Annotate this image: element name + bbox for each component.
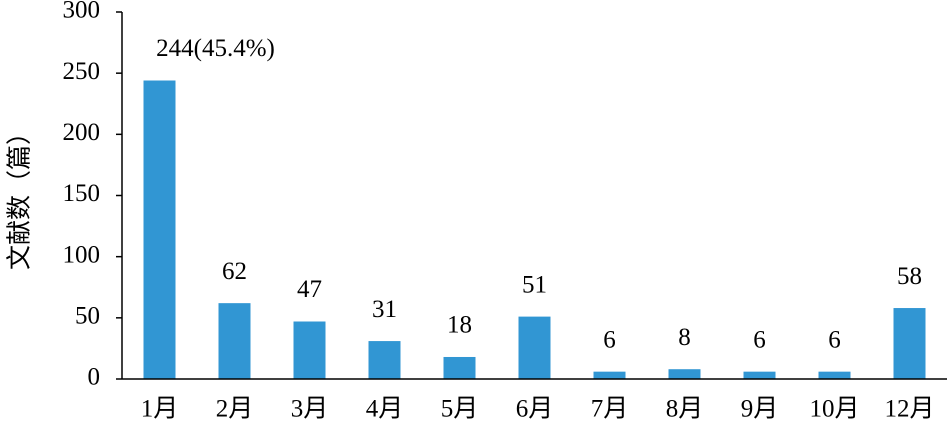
y-tick-label: 0 [88, 364, 101, 391]
bar [818, 371, 851, 379]
value-label: 8 [678, 324, 691, 351]
bar [368, 341, 401, 379]
value-label: 6 [828, 326, 841, 353]
bar [743, 371, 776, 379]
value-label: 244(45.4%) [156, 35, 275, 62]
y-tick-label: 200 [63, 119, 101, 146]
x-tick-label: 3月 [291, 396, 329, 423]
y-axis-label: 文献数（篇） [6, 120, 34, 270]
y-tick-label: 50 [75, 303, 100, 330]
x-tick-label: 4月 [366, 396, 404, 423]
value-label: 58 [897, 263, 922, 290]
x-tick-label: 12月 [884, 396, 934, 423]
x-tick-label: 6月 [516, 396, 554, 423]
bar [443, 356, 476, 379]
value-label: 51 [522, 271, 547, 298]
bar [593, 371, 626, 379]
x-tick-label: 9月 [741, 396, 779, 423]
x-tick-label: 2月 [216, 396, 254, 423]
y-tick-label: 250 [63, 58, 101, 85]
y-tick-label: 100 [63, 241, 101, 268]
bar [218, 303, 251, 379]
x-tick-label: 7月 [591, 396, 629, 423]
x-tick-label: 5月 [441, 396, 479, 423]
y-tick-label: 150 [63, 180, 101, 207]
bar [518, 316, 551, 379]
bar [893, 308, 926, 379]
value-label: 6 [753, 326, 766, 353]
value-label: 6 [603, 326, 616, 353]
value-label: 62 [222, 258, 247, 285]
bar [293, 321, 326, 379]
value-label: 31 [372, 296, 397, 323]
x-tick-label: 1月 [141, 396, 179, 423]
x-tick-label: 8月 [666, 396, 704, 423]
bar [668, 369, 701, 379]
value-label: 47 [297, 276, 322, 303]
value-label: 18 [447, 312, 472, 339]
x-tick-label: 10月 [809, 396, 859, 423]
y-tick-label: 300 [63, 0, 101, 24]
bar [143, 80, 176, 380]
